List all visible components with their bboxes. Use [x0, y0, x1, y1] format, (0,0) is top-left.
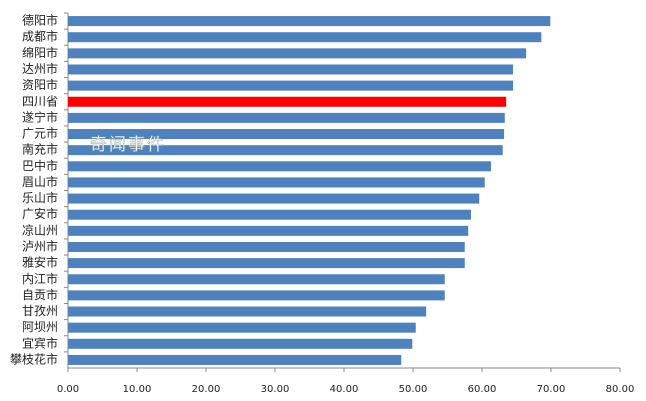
- y-tick-label: 眉山市: [22, 174, 58, 189]
- bar: [68, 48, 527, 59]
- y-tick-label: 资阳市: [22, 77, 58, 92]
- y-tick-label: 凉山州: [22, 222, 58, 237]
- bar: [68, 96, 507, 107]
- y-tick-label: 四川省: [22, 94, 58, 108]
- y-tick-label: 巴中市: [22, 158, 58, 173]
- bar: [68, 64, 514, 75]
- bar: [68, 241, 465, 252]
- x-tick-label: 70.00: [537, 384, 566, 395]
- bar: [68, 306, 427, 317]
- y-tick-label: 德阳市: [22, 13, 58, 28]
- x-tick-label: 50.00: [399, 384, 428, 395]
- y-tick-label: 乐山市: [22, 190, 58, 205]
- y-tick-label: 遂宁市: [22, 109, 58, 124]
- y-tick-label: 内江市: [22, 271, 58, 286]
- bar: [68, 16, 551, 27]
- x-tick-label: 0.00: [57, 384, 79, 395]
- bar: [68, 177, 485, 188]
- bar: [68, 193, 480, 204]
- y-tick-label: 甘孜州: [22, 304, 58, 318]
- x-tick-label: 10.00: [123, 384, 152, 395]
- y-tick-label: 广安市: [22, 206, 58, 221]
- bar: [68, 338, 413, 349]
- bar: [68, 145, 503, 156]
- bar: [68, 354, 402, 365]
- y-tick-label: 达州市: [22, 61, 58, 76]
- bar: [68, 258, 465, 269]
- bar: [68, 290, 445, 301]
- y-tick-label: 成都市: [22, 29, 58, 44]
- bar: [68, 80, 514, 91]
- y-tick-label: 雅安市: [22, 255, 58, 270]
- bar: [68, 274, 445, 285]
- bar: [68, 32, 542, 43]
- bar: [68, 161, 491, 172]
- bar: [68, 129, 505, 140]
- watermark: 奇闻事件: [90, 135, 166, 155]
- x-tick-label: 20.00: [192, 384, 221, 395]
- bar: [68, 225, 469, 236]
- x-tick-label: 80.00: [606, 384, 635, 395]
- bar: [68, 322, 416, 333]
- y-tick-label: 自贡市: [22, 287, 58, 302]
- y-tick-label: 绵阳市: [22, 45, 58, 60]
- x-tick-label: 60.00: [468, 384, 497, 395]
- x-tick-label: 30.00: [261, 384, 290, 395]
- y-tick-label: 广元市: [22, 126, 58, 141]
- y-tick-label: 宜宾市: [22, 335, 58, 350]
- bar: [68, 209, 471, 220]
- y-tick-label: 攀枝花市: [10, 351, 58, 366]
- y-tick-label: 泸州市: [22, 238, 58, 253]
- bar: [68, 112, 505, 123]
- y-tick-label: 南充市: [22, 142, 58, 157]
- y-tick-label: 阿坝州: [22, 320, 58, 334]
- x-tick-label: 40.00: [330, 384, 359, 395]
